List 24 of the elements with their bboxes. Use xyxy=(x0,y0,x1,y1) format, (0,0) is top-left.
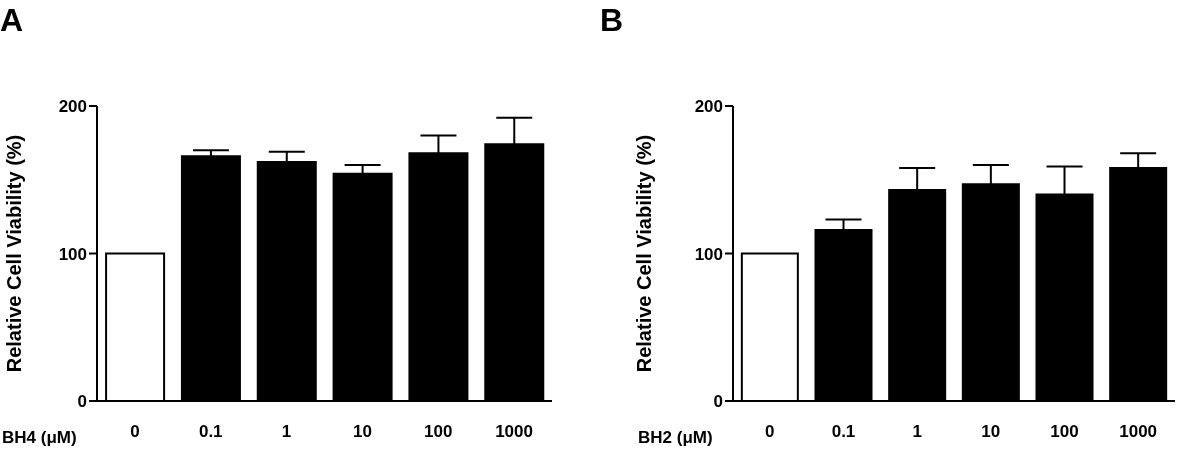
y-tick-label: 200 xyxy=(58,97,87,117)
x-tick-label: 10 xyxy=(352,422,372,442)
x-tick-label: 1 xyxy=(912,422,922,442)
x-tick-label: 1 xyxy=(281,422,292,442)
x-tick-label: 0.1 xyxy=(831,422,856,442)
x-axis-title: BH4 (μM) xyxy=(2,428,77,448)
x-tick-label: 100 xyxy=(1050,422,1079,442)
x-axis-title: BH2 (μM) xyxy=(638,428,713,448)
x-tick-label: 100 xyxy=(424,422,453,442)
x-tick-label: 1000 xyxy=(1119,422,1158,442)
chart-title: B xyxy=(600,2,624,38)
y-tick-label: 100 xyxy=(58,244,87,264)
chart-title: A xyxy=(0,2,24,38)
y-tick-label: 200 xyxy=(694,97,723,117)
y-axis-title: Relative Cell Viability (%) xyxy=(633,134,656,373)
y-tick-label: 0 xyxy=(77,392,87,412)
y-tick-label: 100 xyxy=(694,244,723,264)
y-tick-label: 0 xyxy=(713,392,723,412)
x-tick-label: 1000 xyxy=(495,422,533,442)
x-tick-label: 10 xyxy=(981,422,1001,442)
y-axis-title: Relative Cell Viability (%) xyxy=(3,134,26,373)
x-tick-label: 0 xyxy=(130,422,140,442)
x-tick-label: 0 xyxy=(765,422,775,442)
x-tick-label: 0.1 xyxy=(198,422,223,442)
